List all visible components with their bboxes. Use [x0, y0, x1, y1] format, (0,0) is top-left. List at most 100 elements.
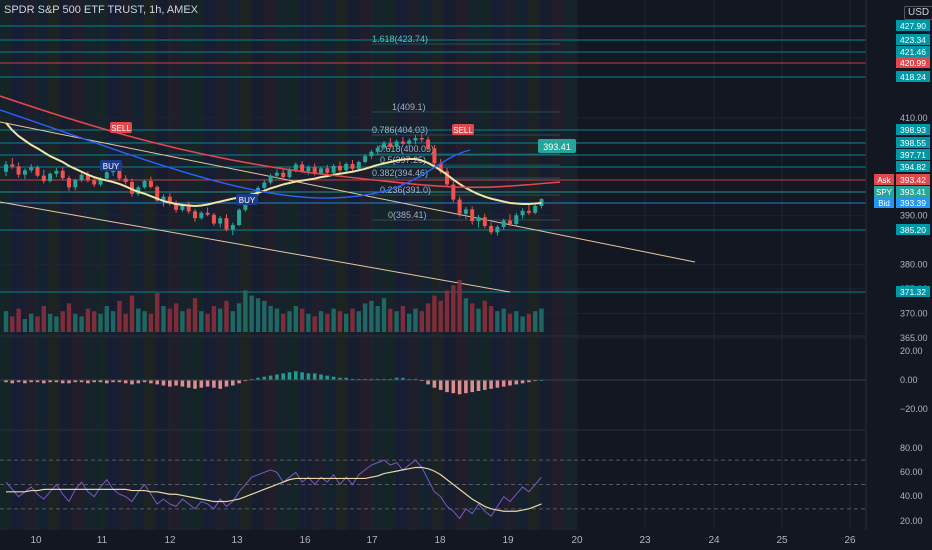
candle-body[interactable] [520, 210, 525, 216]
candle-body[interactable] [356, 161, 361, 169]
candle-body[interactable] [281, 172, 286, 178]
candle-body[interactable] [167, 196, 172, 204]
candle-body[interactable] [306, 167, 311, 172]
candle-body[interactable] [218, 218, 223, 224]
candle-body[interactable] [319, 168, 323, 174]
candle-body[interactable] [22, 170, 27, 175]
fib-label: 0.382(394.46) [372, 168, 428, 178]
candle-body[interactable] [48, 173, 53, 182]
candle-body[interactable] [92, 180, 97, 185]
candle-body[interactable] [79, 174, 84, 181]
macd-bar [514, 380, 519, 385]
candle-body[interactable] [300, 164, 305, 172]
candle-body[interactable] [262, 182, 267, 188]
candle-body[interactable] [155, 186, 160, 201]
candle-body[interactable] [363, 156, 368, 162]
candle-body[interactable] [426, 139, 431, 149]
candle-body[interactable] [85, 174, 90, 181]
candle-body[interactable] [526, 210, 531, 213]
candle-body[interactable] [60, 170, 65, 179]
candle-body[interactable] [476, 217, 481, 222]
candle-body[interactable] [438, 163, 443, 172]
candle-body[interactable] [344, 163, 349, 171]
candle-body[interactable] [54, 170, 59, 174]
candle-body[interactable] [193, 211, 197, 219]
candle-body[interactable] [457, 199, 462, 214]
candle-body[interactable] [312, 167, 317, 174]
candle-body[interactable] [237, 209, 242, 226]
candle-body[interactable] [419, 138, 424, 140]
candle-body[interactable] [369, 151, 374, 157]
macd-bar [294, 371, 298, 380]
candle-body[interactable] [73, 180, 78, 188]
macd-pane[interactable] [0, 371, 866, 395]
candle-body[interactable] [514, 215, 519, 225]
candle-body[interactable] [470, 209, 475, 222]
currency-badge[interactable]: USD [904, 6, 932, 20]
candle-body[interactable] [142, 181, 147, 188]
candle-body[interactable] [148, 181, 153, 187]
rsi-pane[interactable] [0, 459, 866, 520]
candle-body[interactable] [350, 163, 355, 169]
session-band [336, 0, 348, 550]
candle-body[interactable] [501, 220, 506, 227]
candle-body[interactable] [287, 169, 292, 178]
candle-body[interactable] [130, 182, 134, 194]
candle-body[interactable] [98, 178, 103, 185]
time-axis[interactable]: 10 11 12 13 16 17 18 19 20 23 24 25 26 [0, 530, 932, 550]
candle-body[interactable] [451, 184, 456, 200]
candle-body[interactable] [199, 212, 204, 219]
candle-body[interactable] [432, 148, 437, 164]
candle-body[interactable] [230, 225, 235, 230]
candle-body[interactable] [482, 217, 487, 226]
candle-body[interactable] [489, 225, 494, 233]
candle-body[interactable] [4, 164, 8, 172]
session-band [312, 0, 324, 550]
candle-body[interactable] [539, 199, 544, 206]
candle-body[interactable] [243, 202, 248, 210]
candle-body[interactable] [224, 218, 229, 230]
candle-body[interactable] [337, 165, 342, 171]
candle-body[interactable] [508, 220, 512, 225]
candle-body[interactable] [413, 138, 418, 141]
candle-body[interactable] [382, 143, 386, 148]
candle-body[interactable] [67, 178, 71, 188]
candle-body[interactable] [41, 175, 46, 182]
candle-body[interactable] [16, 166, 21, 175]
symbol-title[interactable]: SPDR S&P 500 ETF TRUST, 1h, AMEX [4, 4, 198, 16]
candle-body[interactable] [35, 167, 40, 176]
candle-body[interactable] [533, 205, 538, 213]
candle-body[interactable] [331, 165, 336, 173]
candle-body[interactable] [394, 141, 399, 147]
candle-body[interactable] [211, 214, 216, 224]
candle-body[interactable] [205, 212, 210, 215]
candlesticks[interactable] [4, 133, 544, 236]
price-axis[interactable]: 410.00405.00400.00390.00380.00375.00370.… [865, 0, 932, 550]
candle-body[interactable] [180, 204, 185, 210]
candle-body[interactable] [10, 164, 15, 167]
candle-body[interactable] [123, 178, 128, 183]
candle-body[interactable] [274, 172, 279, 176]
volume-bar [205, 313, 210, 332]
candle-body[interactable] [495, 226, 500, 233]
candle-body[interactable] [325, 168, 330, 173]
candle-body[interactable] [136, 187, 141, 194]
candle-body[interactable] [293, 164, 298, 170]
candle-body[interactable] [161, 196, 166, 201]
candle-body[interactable] [445, 171, 449, 185]
candle-body[interactable] [375, 147, 380, 152]
candle-body[interactable] [111, 169, 116, 173]
candle-body[interactable] [463, 209, 468, 214]
candle-body[interactable] [407, 140, 412, 144]
candle-body[interactable] [400, 141, 405, 144]
volume-bar [110, 311, 116, 332]
price-label-bg [896, 161, 930, 172]
candle-body[interactable] [268, 175, 273, 183]
candle-body[interactable] [29, 167, 34, 171]
candle-body[interactable] [174, 203, 179, 210]
candle-body[interactable] [186, 204, 191, 212]
candle-body[interactable] [104, 172, 109, 179]
candle-body[interactable] [388, 143, 393, 147]
candle-body[interactable] [117, 169, 122, 179]
